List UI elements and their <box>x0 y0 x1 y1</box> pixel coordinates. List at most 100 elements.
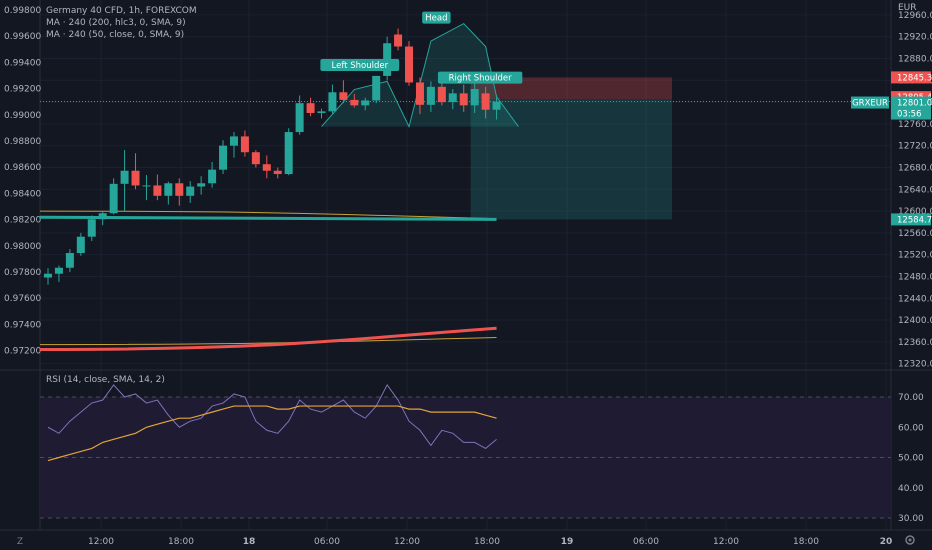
price-tag: 12801.0 <box>891 96 932 109</box>
ma-thin-upper <box>39 210 497 220</box>
rsi-axis-tick: 50.00 <box>898 454 924 464</box>
left-axis-tick: 0.99000 <box>4 111 41 121</box>
time-axis-tick: 12:00 <box>88 537 114 547</box>
candle <box>197 176 206 195</box>
candle <box>54 265 63 282</box>
candle-body <box>87 219 96 237</box>
candle-body <box>405 46 414 83</box>
rsi-axis-tick: 60.00 <box>898 423 924 433</box>
candle <box>459 84 468 112</box>
rsi-axis-tick: 40.00 <box>898 484 924 494</box>
price-tag-text: 12584.7 <box>897 215 932 225</box>
time-axis-tick: 18:00 <box>474 537 500 547</box>
candle-body <box>153 185 162 196</box>
candle <box>339 80 348 104</box>
left-axis-tick: 0.97400 <box>4 320 41 330</box>
candle-body <box>426 86 435 105</box>
candle <box>120 150 129 212</box>
candle-body <box>350 99 359 106</box>
symbol-title: Germany 40 CFD, 1h, FOREXCOM <box>46 6 197 16</box>
time-axis-tick: 12:00 <box>713 537 739 547</box>
left-axis-tick: 0.97800 <box>4 268 41 278</box>
candle <box>328 84 337 115</box>
candle-body <box>54 267 63 274</box>
pattern-label-bg <box>422 11 451 24</box>
left-axis-tick: 0.98600 <box>4 163 41 173</box>
candle <box>492 95 501 120</box>
candle <box>219 140 228 175</box>
candle-body <box>229 136 238 146</box>
candle-body <box>448 93 457 103</box>
right-axis-tick: 12640.0 <box>898 185 932 195</box>
right-axis-tick: 12320.0 <box>898 360 932 370</box>
pattern-label: Head <box>422 11 451 24</box>
candle-body <box>328 92 337 112</box>
price-tag: 12845.3 <box>891 71 932 84</box>
left-axis-tick: 0.98400 <box>4 189 41 199</box>
left-axis-tick: 0.98800 <box>4 137 41 147</box>
right-axis-tick: 12440.0 <box>898 294 932 304</box>
ma-fast-line <box>39 215 497 221</box>
candle <box>383 36 392 81</box>
left-axis-tick: 0.99600 <box>4 32 41 42</box>
candle-body <box>131 170 140 186</box>
candle-body <box>481 93 490 110</box>
candle-body <box>164 183 173 196</box>
candle-body <box>240 136 249 153</box>
candle-body <box>459 93 468 106</box>
gear-icon <box>905 535 915 545</box>
rsi-legend: RSI (14, close, SMA, 14, 2) <box>46 375 165 385</box>
candle <box>164 181 173 205</box>
pattern-label-text: Right Shoulder <box>449 74 512 84</box>
candle <box>405 41 414 86</box>
take-profit-zone <box>470 99 672 220</box>
candle <box>470 83 479 113</box>
pattern-label-text: Head <box>425 14 447 24</box>
candle <box>87 215 96 242</box>
candle <box>295 95 304 135</box>
candle-body <box>109 183 118 214</box>
right-axis-tick: 12480.0 <box>898 272 932 282</box>
symbol-tag: GRXEUR <box>852 99 888 109</box>
candle-body <box>306 103 315 113</box>
candle <box>372 75 381 104</box>
candle <box>131 153 140 190</box>
candle-body <box>142 185 151 187</box>
candle <box>153 174 162 201</box>
timezone-icon: Z <box>17 537 23 547</box>
price-tag-bg <box>891 96 931 109</box>
pattern-label: Left Shoulder <box>320 59 400 72</box>
candle <box>65 249 74 273</box>
pattern-label-bg <box>437 71 523 84</box>
candle <box>262 155 271 179</box>
left-axis-tick: 0.97600 <box>4 294 41 304</box>
candle-body <box>372 75 381 101</box>
candle <box>175 178 184 206</box>
pattern-label-bg <box>320 59 400 72</box>
time-axis-tick: 18:00 <box>793 537 819 547</box>
candle <box>394 28 403 51</box>
left-axis-tick: 0.97200 <box>4 347 41 357</box>
pattern-label: Right Shoulder <box>437 71 523 84</box>
left-axis-tick: 0.98000 <box>4 242 41 252</box>
right-axis-tick: 12600.0 <box>898 207 932 217</box>
candle <box>448 89 457 110</box>
left-axis-tick: 0.99400 <box>4 58 41 68</box>
candle-body <box>197 183 206 187</box>
candle <box>306 97 315 117</box>
candle <box>426 81 435 112</box>
candle-body <box>186 186 195 196</box>
price-tag-bg <box>891 213 931 226</box>
candle-body <box>44 273 52 278</box>
right-axis-tick: 12720.0 <box>898 142 932 152</box>
candle-body <box>175 183 184 196</box>
candle <box>317 108 326 119</box>
candle-body <box>394 34 403 47</box>
rsi-line <box>47 383 497 450</box>
chart-legend: Germany 40 CFD, 1h, FOREXCOM MA · 240 (2… <box>46 5 197 41</box>
candle <box>98 211 107 226</box>
time-axis-tick: 20 <box>880 537 893 547</box>
left-axis-tick: 0.98200 <box>4 216 41 226</box>
price-tag: 03:56 <box>891 107 931 120</box>
